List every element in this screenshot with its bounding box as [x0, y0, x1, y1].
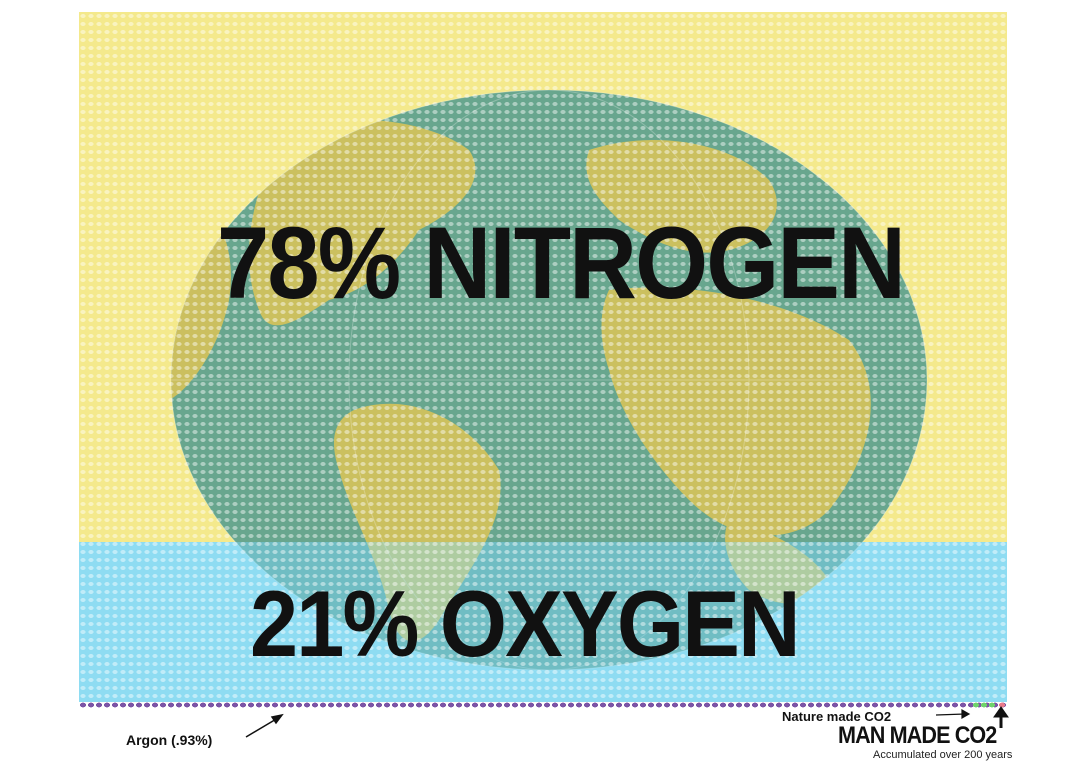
argon-dot-row — [79, 701, 1007, 709]
nature-co2-label: Nature made CO2 — [782, 709, 892, 724]
earth-globe-icon — [170, 90, 928, 671]
oxygen-overlay — [79, 542, 1007, 702]
oxygen-label: 21% OXYGEN — [250, 571, 801, 676]
nature-co2-pointer-icon — [935, 708, 971, 720]
man-made-co2-label: MAN MADE CO2 — [838, 722, 997, 749]
nature-co2-dots — [972, 701, 996, 709]
nitrogen-label: 78% NITROGEN — [217, 206, 906, 320]
top-caption — [0, 0, 1075, 10]
accumulated-note: Accumulated over 200 years — [873, 749, 1013, 761]
arrow-pointer-icon — [245, 713, 284, 738]
man-made-co2-dot — [998, 701, 1006, 709]
argon-label: Argon (.93%) — [126, 732, 213, 748]
